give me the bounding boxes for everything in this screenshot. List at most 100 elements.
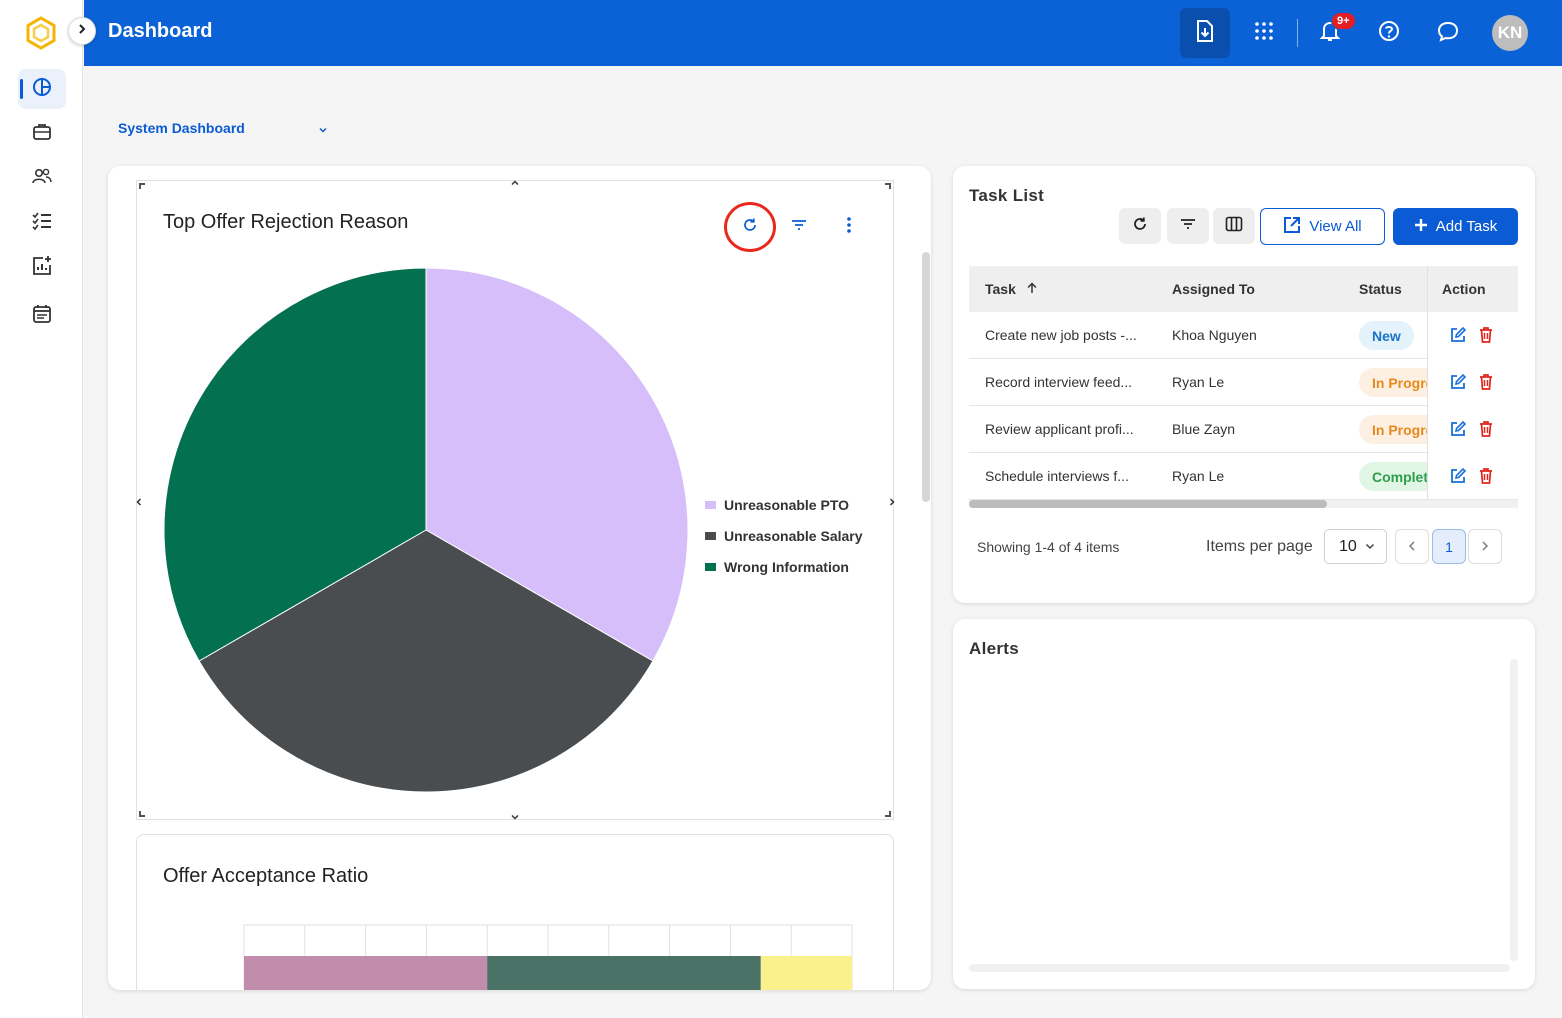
column-header-task[interactable]: Task	[985, 281, 1038, 297]
notifications-button[interactable]: 9+	[1305, 8, 1356, 58]
acceptance-ratio-widget: Offer Acceptance Ratio	[136, 834, 894, 990]
refresh-icon	[742, 217, 758, 238]
filter-icon	[1179, 217, 1197, 236]
items-per-page-value: 10	[1339, 537, 1357, 555]
page-button-1[interactable]: 1	[1432, 529, 1466, 564]
acceptance-bar-chart	[243, 924, 853, 990]
prev-page-button[interactable]	[1395, 529, 1429, 564]
assigned-to-cell: Khoa Nguyen	[1172, 327, 1257, 343]
edit-icon[interactable]	[1448, 372, 1468, 392]
alerts-card: Alerts	[953, 619, 1535, 989]
widget-filter-button[interactable]	[781, 209, 817, 245]
table-horizontal-scrollbar[interactable]	[969, 500, 1518, 508]
add-task-label: Add Task	[1435, 218, 1498, 235]
pie-slice-unreasonable-pto[interactable]	[425, 267, 689, 662]
resize-corner[interactable]	[885, 183, 891, 189]
chevron-left-icon	[1407, 539, 1417, 555]
next-page-button[interactable]	[1468, 529, 1502, 564]
columns-icon	[1225, 216, 1243, 237]
bar-segment-2[interactable]	[487, 956, 761, 990]
more-vertical-icon	[846, 216, 852, 239]
task-list-title: Task List	[969, 186, 1045, 205]
sidebar-item-reports[interactable]	[18, 248, 66, 288]
resize-corner[interactable]	[139, 811, 145, 817]
notification-badge: 9+	[1331, 12, 1356, 30]
import-file-button[interactable]	[1180, 8, 1230, 58]
legend-item-wrong-info[interactable]: Wrong Information	[705, 551, 863, 582]
sidebar	[0, 0, 83, 1018]
delete-icon[interactable]	[1476, 419, 1496, 439]
pie-slice-wrong-information[interactable]	[163, 267, 427, 662]
alerts-vertical-scrollbar[interactable]	[1510, 659, 1518, 961]
file-download-icon	[1194, 19, 1216, 48]
top-header: Dashboard 9+ KN	[84, 0, 1562, 66]
resize-corner[interactable]	[139, 183, 145, 189]
task-refresh-button[interactable]	[1119, 208, 1161, 244]
edit-icon[interactable]	[1448, 419, 1468, 439]
task-table: Task Assigned To Status Create new job p…	[969, 266, 1518, 508]
sidebar-item-dashboard[interactable]	[18, 69, 66, 109]
sidebar-item-tasks[interactable]	[18, 203, 66, 243]
app-logo-icon[interactable]	[24, 16, 58, 50]
sort-ascending-icon	[1026, 281, 1038, 297]
apps-grid-button[interactable]	[1239, 8, 1289, 58]
legend-swatch	[705, 562, 716, 571]
view-all-button[interactable]: View All	[1260, 208, 1385, 245]
pie-legend: Unreasonable PTO Unreasonable Salary Wro…	[705, 489, 863, 582]
legend-item-pto[interactable]: Unreasonable PTO	[705, 489, 863, 520]
refresh-icon	[1132, 216, 1148, 237]
help-button[interactable]	[1364, 8, 1414, 58]
chevron-right-icon	[1480, 539, 1490, 555]
alerts-horizontal-scrollbar[interactable]	[969, 964, 1510, 972]
scrollbar-thumb[interactable]	[969, 500, 1327, 508]
resize-corner[interactable]	[885, 811, 891, 817]
edit-icon[interactable]	[1448, 325, 1468, 345]
task-filter-button[interactable]	[1167, 208, 1209, 244]
sidebar-item-calendar[interactable]	[18, 296, 66, 336]
resize-right-icon[interactable]	[887, 496, 897, 510]
acceptance-widget-title: Offer Acceptance Ratio	[163, 865, 369, 887]
legend-item-salary[interactable]: Unreasonable Salary	[705, 520, 863, 551]
resize-down-icon[interactable]	[510, 811, 520, 825]
edit-icon[interactable]	[1448, 466, 1468, 486]
column-header-assigned-to[interactable]: Assigned To	[1172, 281, 1255, 297]
task-columns-button[interactable]	[1213, 208, 1255, 244]
items-per-page-label: Items per page	[1206, 538, 1313, 555]
sidebar-expand-button[interactable]	[68, 17, 96, 45]
table-row[interactable]: Create new job posts -... Khoa Nguyen Ne…	[969, 312, 1518, 359]
bar-segment-3[interactable]	[760, 956, 852, 990]
column-header-status[interactable]: Status	[1359, 281, 1402, 297]
header-divider	[1297, 19, 1298, 47]
alerts-title: Alerts	[969, 639, 1019, 658]
resize-up-icon[interactable]	[510, 177, 520, 191]
resize-left-icon[interactable]	[134, 496, 144, 510]
users-icon	[31, 165, 53, 192]
items-per-page-select[interactable]: 10	[1324, 529, 1387, 564]
delete-icon[interactable]	[1476, 466, 1496, 486]
dashboard-selector-value: System Dashboard	[118, 120, 245, 136]
task-list-card: Task List View All Add Task Task	[953, 166, 1535, 603]
legend-label: Unreasonable PTO	[724, 496, 850, 513]
sidebar-item-jobs[interactable]	[18, 114, 66, 154]
panel-scrollbar[interactable]	[922, 252, 930, 502]
pie-slice-unreasonable-salary[interactable]	[198, 529, 654, 793]
dashboard-selector[interactable]: System Dashboard	[118, 120, 328, 140]
status-badge: New	[1359, 321, 1414, 350]
delete-icon[interactable]	[1476, 372, 1496, 392]
assigned-to-cell: Ryan Le	[1172, 374, 1225, 390]
task-cell: Create new job posts -...	[985, 327, 1137, 343]
rejection-pie-chart	[163, 267, 689, 793]
task-cell: Review applicant profi...	[985, 421, 1134, 437]
chat-button[interactable]	[1423, 8, 1473, 58]
add-task-button[interactable]: Add Task	[1393, 208, 1518, 245]
sidebar-item-candidates[interactable]	[18, 158, 66, 198]
action-column-header: Action	[1428, 266, 1518, 312]
pagination-summary: Showing 1-4 of 4 items	[977, 539, 1120, 555]
table-header: Task Assigned To Status	[969, 266, 1518, 312]
widget-refresh-button[interactable]	[732, 209, 768, 245]
legend-label: Unreasonable Salary	[724, 527, 863, 544]
bar-segment-1[interactable]	[244, 956, 488, 990]
delete-icon[interactable]	[1476, 325, 1496, 345]
widget-more-button[interactable]	[831, 209, 867, 245]
user-avatar[interactable]: KN	[1492, 15, 1528, 51]
